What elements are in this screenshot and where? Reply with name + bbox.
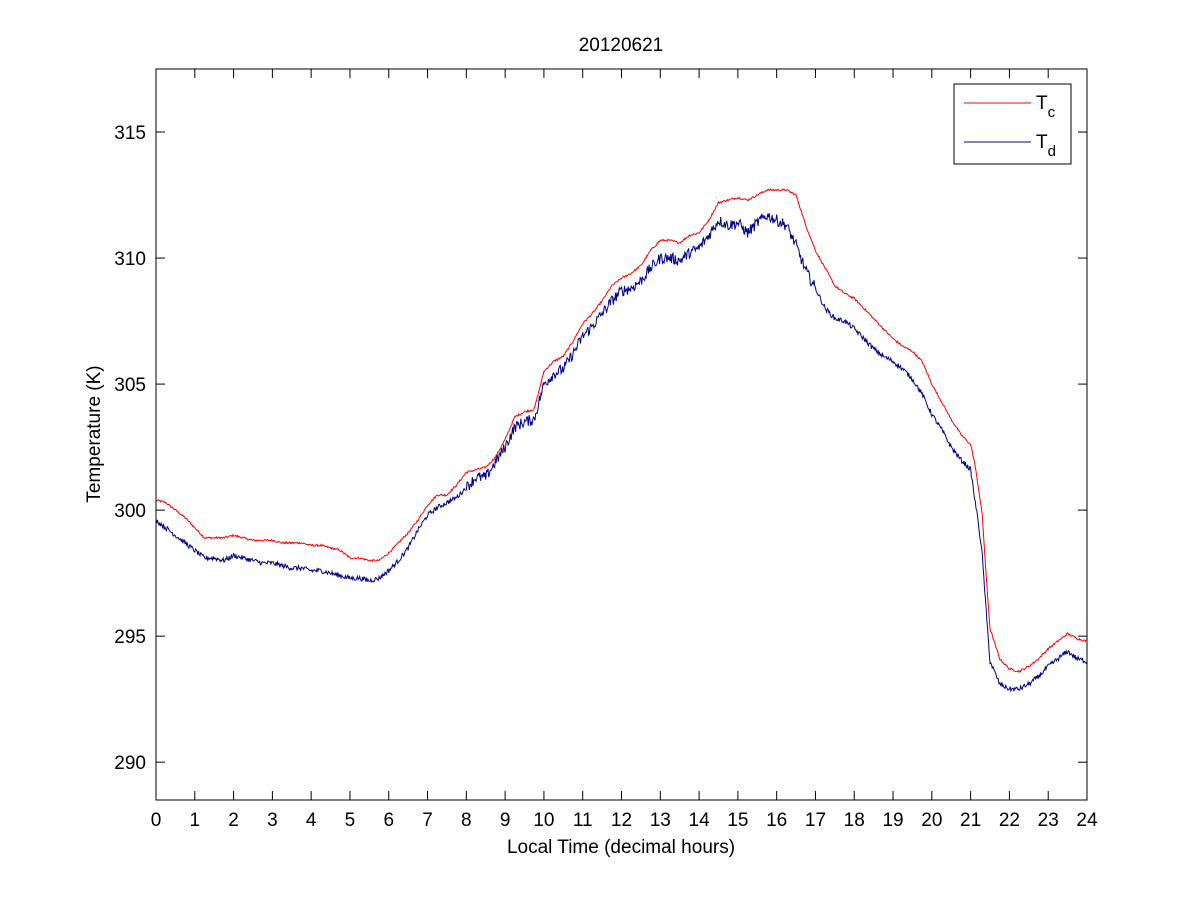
x-tick-label: 16 <box>766 810 787 831</box>
x-tick-label: 23 <box>1038 810 1059 831</box>
x-tick-label: 19 <box>882 810 903 831</box>
legend: Tc Td <box>953 83 1072 165</box>
x-tick-label: 6 <box>383 810 394 831</box>
x-tick-label: 15 <box>727 810 748 831</box>
plot-area <box>155 68 1088 801</box>
legend-label-tc-sub: c <box>1048 104 1056 121</box>
chart-title: 20120621 <box>579 35 664 56</box>
y-tick-label: 290 <box>114 753 146 774</box>
y-axis-label: Temperature (K) <box>84 365 105 502</box>
legend-label-td-main: T <box>1036 132 1048 153</box>
x-tick-label: 13 <box>650 810 671 831</box>
y-tick-label: 315 <box>114 123 146 144</box>
x-tick-label: 1 <box>190 810 201 831</box>
x-tick-label: 9 <box>500 810 511 831</box>
x-tick-label: 2 <box>228 810 239 831</box>
x-tick-label: 7 <box>422 810 433 831</box>
x-tick-label: 11 <box>573 810 593 831</box>
series-line-td <box>155 213 1088 693</box>
series-line-tc <box>155 188 1088 674</box>
legend-label-tc: Tc <box>1036 93 1056 121</box>
y-tick-label: 300 <box>114 501 146 522</box>
x-tick-label: 22 <box>999 810 1020 831</box>
series-layer <box>155 188 1088 693</box>
tick-layer: 0 1 2 3 4 5 6 7 8 9 10 11 12 13 14 15 16 17 18 19 20 21 22 23 24… <box>114 69 1098 831</box>
x-tick-label: 10 <box>533 810 554 831</box>
x-tick-label: 21 <box>960 810 981 831</box>
x-tick-label: 4 <box>306 810 317 831</box>
x-tick-label: 0 <box>151 810 162 831</box>
x-axis-label: Local Time (decimal hours) <box>507 837 735 858</box>
x-tick-label: 12 <box>611 810 632 831</box>
legend-label-td-sub: d <box>1048 143 1056 160</box>
x-tick-label: 18 <box>844 810 865 831</box>
x-tick-label: 24 <box>1076 810 1098 831</box>
x-tick-label: 17 <box>805 810 826 831</box>
x-tick-label: 8 <box>461 810 472 831</box>
legend-label-tc-main: T <box>1036 93 1048 114</box>
x-tick-label: 14 <box>689 810 711 831</box>
legend-label-td: Td <box>1036 132 1056 160</box>
legend-box <box>953 83 1072 165</box>
x-tick-label: 3 <box>267 810 278 831</box>
x-tick-label: 5 <box>345 810 356 831</box>
x-tick-label: 20 <box>921 810 942 831</box>
y-tick-label: 295 <box>114 627 146 648</box>
y-tick-label: 305 <box>114 375 146 396</box>
y-tick-label: 310 <box>114 249 146 270</box>
